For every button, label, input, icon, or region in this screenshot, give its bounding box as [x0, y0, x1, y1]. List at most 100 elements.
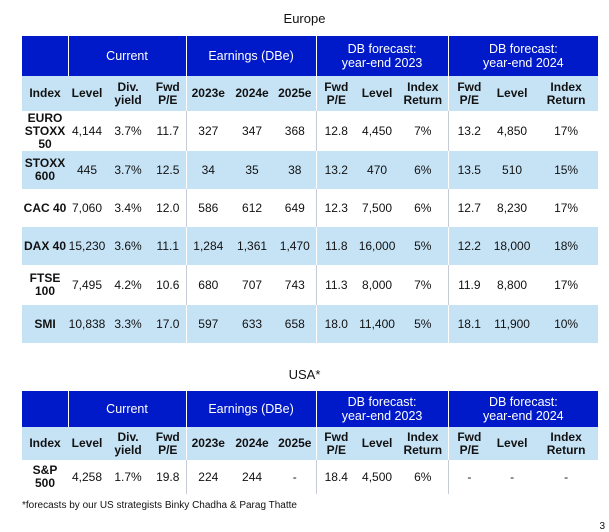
- cell: 445: [68, 151, 106, 189]
- cell: 13.5: [448, 151, 491, 189]
- cell: 17%: [554, 278, 579, 292]
- cell: 224: [198, 470, 219, 484]
- cell: 7%: [398, 111, 449, 151]
- table-row: CAC 40 7,060 3.4% 12.0 586 612 649 12.3 …: [22, 189, 598, 227]
- cell: 12.0: [150, 189, 187, 227]
- group-blank: [22, 36, 69, 76]
- col-header: Fwd P/E: [448, 427, 491, 460]
- col-header: Index Return: [534, 76, 599, 111]
- cell: 4.2%: [114, 278, 142, 292]
- col-header: Fwd P/E: [448, 76, 491, 111]
- cell: 3.7%: [114, 124, 142, 138]
- cell: 12.8: [324, 124, 348, 138]
- col-header: Fwd P/E: [316, 76, 357, 111]
- index-name: CAC 40: [23, 200, 67, 215]
- cell: 11,900: [490, 305, 535, 343]
- cell: 1.7%: [114, 470, 142, 484]
- col-header: 2023e: [186, 427, 231, 460]
- cell: 11.7: [150, 111, 187, 151]
- cell: 12.3: [324, 201, 348, 215]
- cell: 680: [198, 278, 219, 292]
- index-name: S&P 500: [32, 463, 58, 490]
- cell: 10,838: [68, 305, 106, 343]
- col-header: 2024e: [230, 76, 275, 111]
- cell: 6%: [398, 460, 449, 494]
- col-header: Index: [22, 427, 68, 460]
- cell: 5%: [398, 305, 449, 343]
- cell: 6%: [398, 189, 449, 227]
- cell: 19.8: [150, 460, 187, 494]
- group-blank: [22, 391, 69, 427]
- cell: 633: [230, 305, 275, 343]
- table-row: EURO STOXX 50 4,144 3.7% 11.7 327 347 36…: [22, 111, 598, 151]
- cell: 4,850: [497, 124, 528, 138]
- cell: 12.7: [457, 201, 481, 215]
- col-header: 2023e: [186, 76, 231, 111]
- col-header: Index Return: [534, 427, 599, 460]
- cell: 1,284: [186, 227, 231, 265]
- group-forecast-2023: DB forecast: year-end 2023: [316, 36, 449, 76]
- cell: 4,144: [71, 124, 103, 138]
- cell: 11.3: [325, 278, 348, 292]
- cell: 34: [186, 151, 231, 189]
- cell: 12.5: [150, 151, 187, 189]
- col-header: Level: [68, 76, 106, 111]
- cell: 35: [230, 151, 275, 189]
- index-name: FTSE 100: [29, 271, 61, 298]
- europe-title: Europe: [283, 11, 326, 26]
- cell: 4,450: [362, 124, 393, 138]
- cell: 612: [242, 201, 263, 215]
- col-header: 2025e: [274, 427, 317, 460]
- cell: 17%: [554, 124, 579, 138]
- cell: 13.2: [316, 151, 357, 189]
- cell: 17.0: [150, 305, 187, 343]
- col-header: Level: [68, 427, 106, 460]
- col-header: Div. yield: [106, 427, 150, 460]
- cell: 17%: [554, 201, 579, 215]
- table-row: DAX 40 15,230 3.6% 11.1 1,284 1,361 1,47…: [22, 227, 599, 265]
- col-header: Index: [22, 76, 68, 111]
- cell: 5%: [398, 227, 449, 265]
- cell: 1,470: [274, 227, 317, 265]
- cell: 347: [242, 124, 263, 138]
- col-header: Level: [490, 427, 535, 460]
- cell: 18,000: [490, 227, 535, 265]
- group-earnings: Earnings (DBe): [186, 36, 317, 76]
- cell: -: [564, 470, 569, 484]
- cell: 510: [490, 151, 535, 189]
- cell: 327: [198, 124, 219, 138]
- cell: 658: [274, 305, 317, 343]
- cell: 11.8: [316, 227, 357, 265]
- cell: 38: [274, 151, 317, 189]
- europe-table: Current Earnings (DBe) DB forecast: year…: [22, 36, 599, 343]
- cell: 8,230: [497, 201, 528, 215]
- cell: 7,495: [71, 278, 103, 292]
- table-row: S&P 500 4,258 1.7% 19.8 224 244 - 18.4 4…: [22, 460, 598, 494]
- col-header: Level: [356, 76, 399, 111]
- cell: 597: [186, 305, 231, 343]
- cell: 586: [198, 201, 219, 215]
- cell: 7,500: [362, 201, 393, 215]
- index-name: SMI: [22, 305, 68, 343]
- cell: 7%: [398, 265, 449, 305]
- col-header: 2024e: [230, 427, 275, 460]
- cell: 12.2: [448, 227, 491, 265]
- table-row: FTSE 100 7,495 4.2% 10.6 680 707 743 11.…: [22, 265, 598, 305]
- col-header: Level: [356, 427, 399, 460]
- cell: -: [274, 460, 317, 494]
- col-header: Fwd P/E: [150, 76, 187, 111]
- cell: 368: [274, 111, 317, 151]
- cell: 3.3%: [106, 305, 150, 343]
- page-marker: 3: [599, 521, 605, 532]
- group-current: Current: [68, 36, 187, 76]
- cell: 244: [242, 470, 263, 484]
- cell: 4,500: [362, 470, 393, 484]
- col-header: Index Return: [398, 76, 449, 111]
- cell: 3.6%: [106, 227, 150, 265]
- group-forecast-2024: DB forecast: year-end 2024: [448, 36, 599, 76]
- group-forecast-2024: DB forecast: year-end 2024: [448, 391, 599, 427]
- usa-title: USA*: [288, 367, 321, 382]
- cell: 18%: [534, 227, 599, 265]
- cell: 8,800: [497, 278, 528, 292]
- cell: 18.0: [316, 305, 357, 343]
